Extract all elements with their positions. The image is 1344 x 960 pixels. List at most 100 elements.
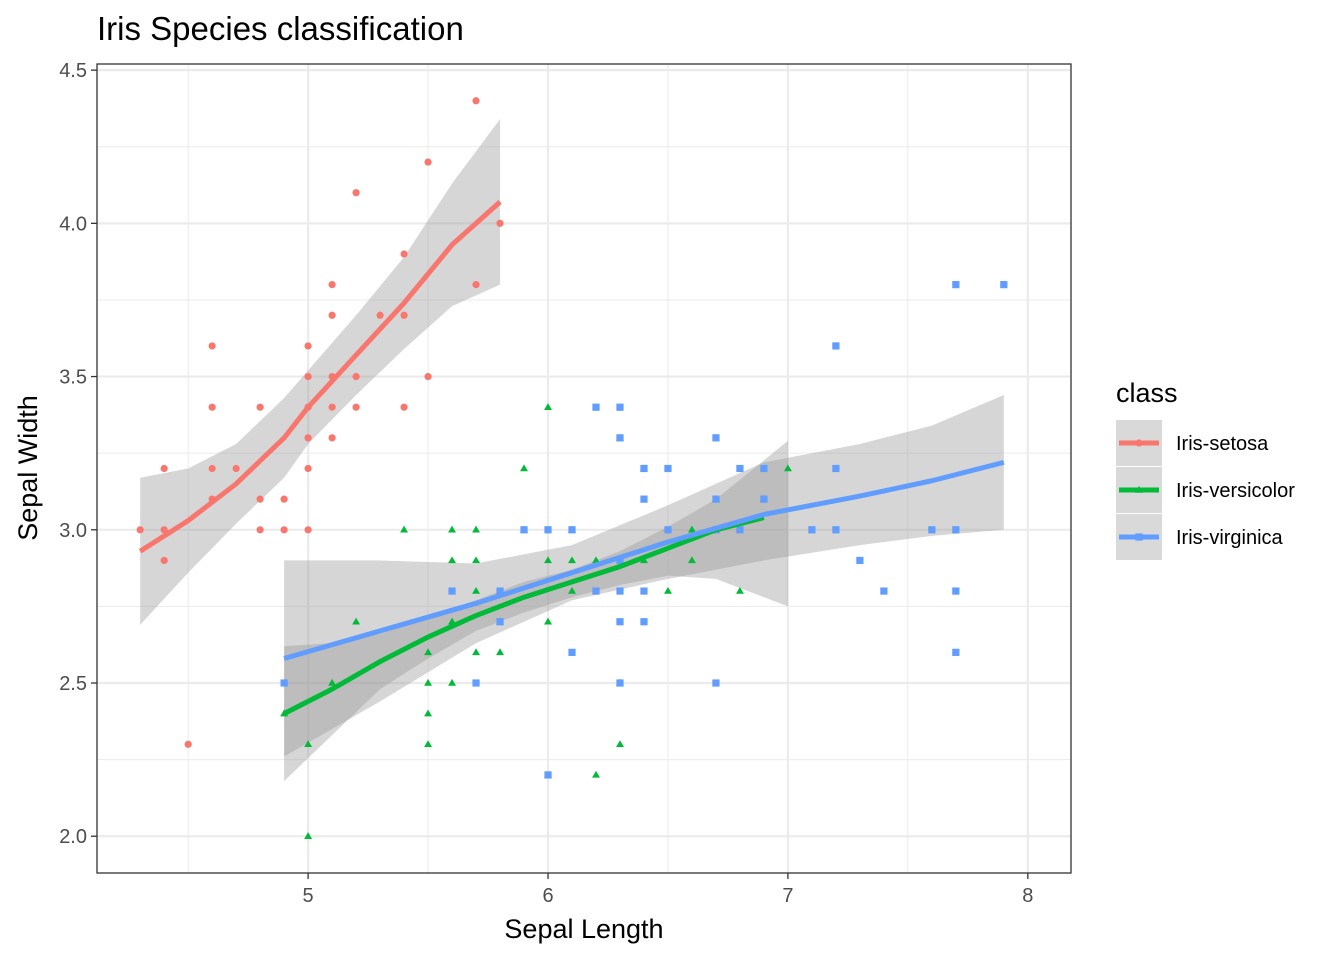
data-point-iris-setosa bbox=[328, 311, 336, 319]
legend: class Iris-setosa Iris-versicolor Iris-vir… bbox=[1116, 378, 1295, 560]
data-point-iris-virginica bbox=[880, 587, 888, 595]
x-tick-label: 8 bbox=[1022, 885, 1033, 907]
data-point-iris-virginica bbox=[1000, 281, 1008, 289]
data-point-iris-versicolor bbox=[568, 586, 576, 594]
legend-key-marker bbox=[1135, 439, 1143, 447]
data-point-iris-virginica bbox=[448, 587, 456, 595]
data-point-iris-virginica bbox=[568, 526, 576, 534]
data-point-iris-versicolor bbox=[687, 556, 696, 564]
y-axis: 2.0 2.5 3.0 3.5 4.0 4.5 bbox=[59, 60, 97, 848]
legend-title: class bbox=[1116, 378, 1178, 408]
plot-area bbox=[96, 63, 1072, 874]
data-point-iris-versicolor bbox=[448, 525, 457, 533]
fit-line-iris-setosa bbox=[138, 200, 502, 554]
data-point-iris-setosa bbox=[304, 342, 312, 350]
data-point-iris-virginica bbox=[832, 342, 840, 350]
data-point-iris-versicolor bbox=[616, 740, 624, 748]
data-point-iris-versicolor bbox=[544, 617, 552, 625]
data-point-iris-virginica bbox=[664, 464, 672, 473]
data-point-iris-virginica bbox=[640, 495, 648, 503]
data-point-iris-virginica bbox=[544, 771, 552, 779]
data-point-iris-virginica bbox=[592, 403, 600, 411]
data-point-iris-virginica bbox=[760, 495, 768, 503]
data-point-iris-virginica bbox=[952, 526, 960, 534]
data-point-iris-setosa bbox=[496, 219, 504, 227]
data-point-iris-versicolor bbox=[472, 525, 481, 533]
data-point-iris-virginica bbox=[640, 618, 648, 626]
data-point-iris-virginica bbox=[616, 403, 624, 411]
data-point-iris-setosa bbox=[376, 311, 384, 319]
data-point-iris-versicolor bbox=[568, 556, 576, 564]
fit-lines bbox=[138, 200, 1005, 716]
data-point-iris-versicolor bbox=[424, 740, 433, 748]
data-point-iris-virginica bbox=[472, 679, 480, 687]
data-point-iris-versicolor bbox=[472, 648, 481, 656]
legend-key-iris-setosa bbox=[1116, 420, 1162, 466]
data-point-iris-virginica bbox=[640, 587, 648, 595]
data-point-iris-versicolor bbox=[783, 464, 792, 472]
data-point-iris-setosa bbox=[352, 403, 360, 411]
data-point-iris-virginica bbox=[952, 648, 960, 656]
data-point-iris-versicolor bbox=[664, 586, 672, 594]
data-point-iris-virginica bbox=[520, 526, 528, 534]
data-point-iris-setosa bbox=[400, 311, 408, 319]
data-point-iris-versicolor bbox=[448, 678, 457, 686]
x-tick-label: 5 bbox=[303, 885, 314, 907]
plot-panel bbox=[97, 64, 1071, 873]
data-point-iris-versicolor bbox=[304, 740, 313, 748]
legend-key-marker bbox=[1135, 533, 1143, 541]
data-point-iris-setosa bbox=[280, 526, 288, 534]
y-tick-label: 3.0 bbox=[59, 520, 87, 542]
data-point-iris-virginica bbox=[664, 526, 672, 534]
y-tick-label: 4.0 bbox=[59, 213, 87, 235]
data-point-iris-virginica bbox=[952, 587, 960, 595]
plot-border bbox=[96, 63, 1072, 874]
data-point-iris-setosa bbox=[304, 464, 312, 473]
data-point-iris-virginica bbox=[616, 434, 624, 442]
data-point-iris-versicolor bbox=[592, 556, 600, 564]
x-axis-title: Sepal Length bbox=[504, 914, 663, 944]
legend-keys: Iris-setosa Iris-versicolor Iris-virginica bbox=[1116, 420, 1295, 560]
data-point-iris-setosa bbox=[472, 281, 480, 289]
data-point-iris-setosa bbox=[400, 403, 408, 411]
data-point-iris-virginica bbox=[712, 679, 720, 687]
y-tick-label: 3.5 bbox=[59, 367, 87, 389]
data-point-iris-setosa bbox=[232, 464, 240, 473]
data-point-iris-setosa bbox=[400, 250, 408, 258]
confidence-band-iris-virginica bbox=[284, 394, 1004, 757]
x-tick-label: 7 bbox=[782, 885, 793, 907]
data-point-iris-virginica bbox=[616, 556, 624, 565]
data-point-iris-setosa bbox=[136, 526, 144, 534]
data-point-iris-setosa bbox=[208, 403, 216, 411]
data-point-iris-virginica bbox=[544, 526, 552, 534]
data-point-iris-setosa bbox=[160, 556, 168, 565]
data-point-iris-setosa bbox=[304, 526, 312, 534]
y-tick-label: 2.0 bbox=[59, 826, 87, 848]
data-point-iris-setosa bbox=[160, 526, 168, 534]
data-point-iris-virginica bbox=[736, 464, 744, 473]
data-point-iris-virginica bbox=[736, 526, 744, 534]
data-point-iris-setosa bbox=[328, 434, 336, 442]
data-point-iris-setosa bbox=[352, 189, 360, 197]
data-point-iris-setosa bbox=[304, 372, 312, 381]
data-point-iris-setosa bbox=[424, 158, 432, 166]
y-axis-title: Sepal Width bbox=[13, 395, 43, 541]
y-tick-label: 4.5 bbox=[59, 60, 87, 82]
x-tick-label: 6 bbox=[542, 885, 553, 907]
data-point-iris-setosa bbox=[208, 464, 216, 473]
data-point-iris-virginica bbox=[616, 587, 624, 595]
data-point-iris-versicolor bbox=[687, 525, 696, 533]
confidence-bands bbox=[140, 119, 1004, 782]
data-point-iris-versicolor bbox=[400, 525, 409, 533]
data-point-iris-virginica bbox=[568, 648, 576, 656]
data-point-iris-versicolor bbox=[424, 678, 433, 686]
fit-line-iris-versicolor bbox=[282, 515, 765, 716]
data-point-iris-virginica bbox=[496, 618, 504, 626]
fit-line-iris-virginica bbox=[283, 459, 1005, 661]
data-point-iris-versicolor bbox=[472, 586, 481, 594]
data-point-iris-setosa bbox=[328, 281, 336, 289]
data-point-iris-setosa bbox=[208, 342, 216, 350]
data-point-iris-versicolor bbox=[520, 464, 528, 472]
data-point-iris-setosa bbox=[160, 464, 168, 473]
